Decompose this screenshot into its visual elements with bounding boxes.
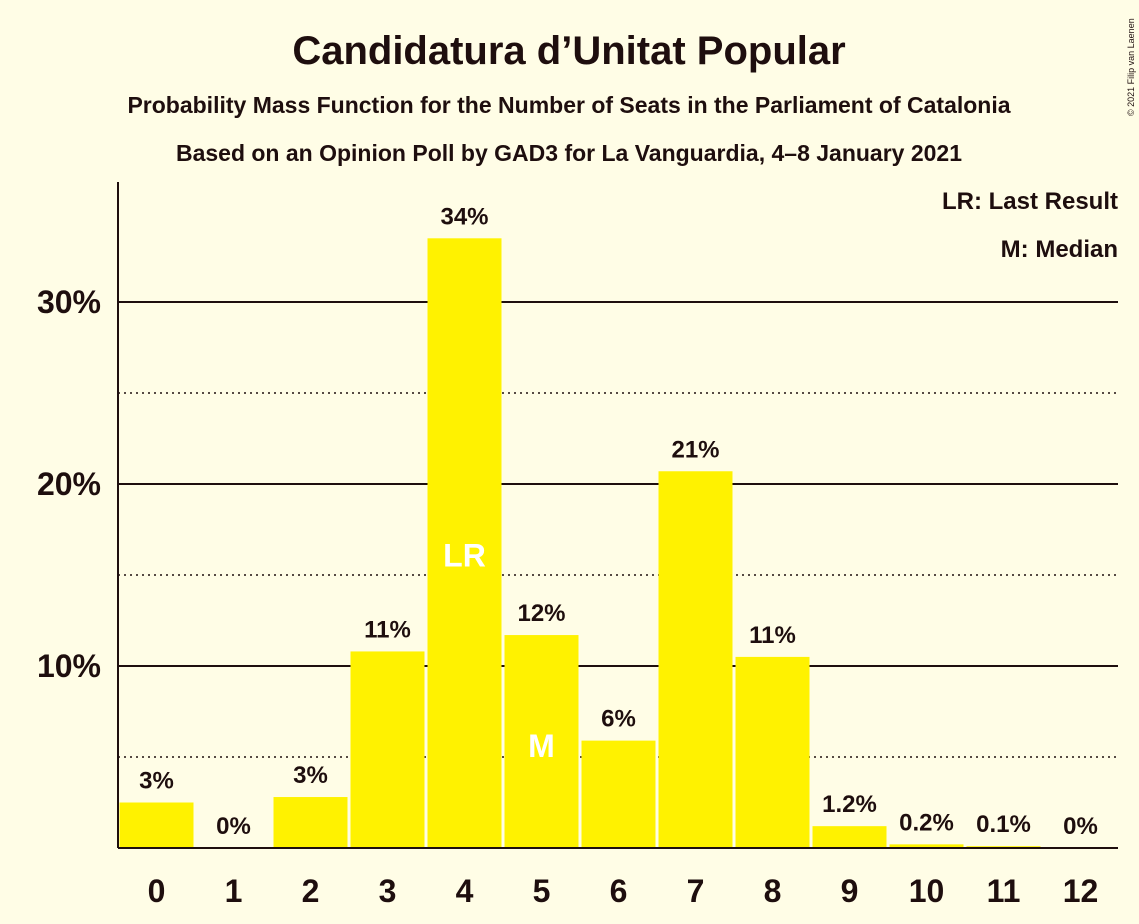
data-label-8: 11% <box>749 622 796 649</box>
x-tick-label-1: 1 <box>225 873 243 909</box>
x-tick-label-10: 10 <box>909 873 945 909</box>
x-tick-label-2: 2 <box>302 873 320 909</box>
data-label-11: 0.1% <box>976 811 1031 838</box>
chart-title: Candidatura d’Unitat Popular <box>292 29 845 73</box>
legend-entry-last-result: LR: Last Result <box>942 188 1118 215</box>
x-tick-label-6: 6 <box>610 873 628 909</box>
data-label-7: 21% <box>671 436 719 463</box>
bars <box>119 238 1041 849</box>
legend-entry-median: M: Median <box>1001 236 1118 263</box>
data-labels: 3% 0% 3% 11% 34% 12% 6% 21% 11% 1.2% 0.2% 0.1% 0% LR M <box>139 203 1098 840</box>
gridlines <box>118 301 1118 758</box>
data-label-9: 1.2% <box>822 791 877 818</box>
data-label-5: 12% <box>517 600 565 627</box>
x-tick-label-7: 7 <box>687 873 705 909</box>
marker-lr: LR <box>443 537 486 573</box>
bar-9 <box>812 826 887 848</box>
x-tick-label-12: 12 <box>1063 873 1099 909</box>
bar-7 <box>658 471 733 848</box>
chart-subtitle-line-2: Based on an Opinion Poll by GAD3 for La … <box>176 140 962 166</box>
data-label-4: 34% <box>440 203 488 230</box>
bar-3 <box>350 651 425 848</box>
x-tick-label-8: 8 <box>764 873 782 909</box>
bar-10 <box>889 844 964 848</box>
data-label-1: 0% <box>216 813 251 840</box>
data-label-3: 11% <box>364 616 411 643</box>
data-label-10: 0.2% <box>899 809 954 836</box>
y-tick-label: 30% <box>37 284 101 320</box>
x-tick-label-5: 5 <box>533 873 551 909</box>
bar-6 <box>581 740 656 848</box>
copyright-note: © 2021 Filip van Laenen <box>1126 18 1136 116</box>
bar-8 <box>735 656 810 848</box>
bar-0 <box>119 802 194 848</box>
x-tick-label-0: 0 <box>148 873 166 909</box>
data-label-6: 6% <box>601 706 636 733</box>
chart-subtitle-line-1: Probability Mass Function for the Number… <box>127 92 1010 118</box>
data-label-12: 0% <box>1063 813 1098 840</box>
y-tick-label: 20% <box>37 466 101 502</box>
axes: 10%20%30%0 1 2 3 4 5 6 7 8 9 10 11 12 <box>37 182 1118 909</box>
x-tick-label-4: 4 <box>456 873 474 909</box>
y-tick-label: 10% <box>37 648 101 684</box>
marker-m: M <box>528 728 555 764</box>
data-label-2: 3% <box>293 762 328 789</box>
bar-4 <box>427 238 502 849</box>
x-tick-label-11: 11 <box>987 873 1021 909</box>
bar-2 <box>273 797 348 848</box>
data-label-0: 3% <box>139 768 174 795</box>
x-tick-label-3: 3 <box>379 873 397 909</box>
bar-5 <box>504 635 579 848</box>
x-tick-label-9: 9 <box>841 873 859 909</box>
